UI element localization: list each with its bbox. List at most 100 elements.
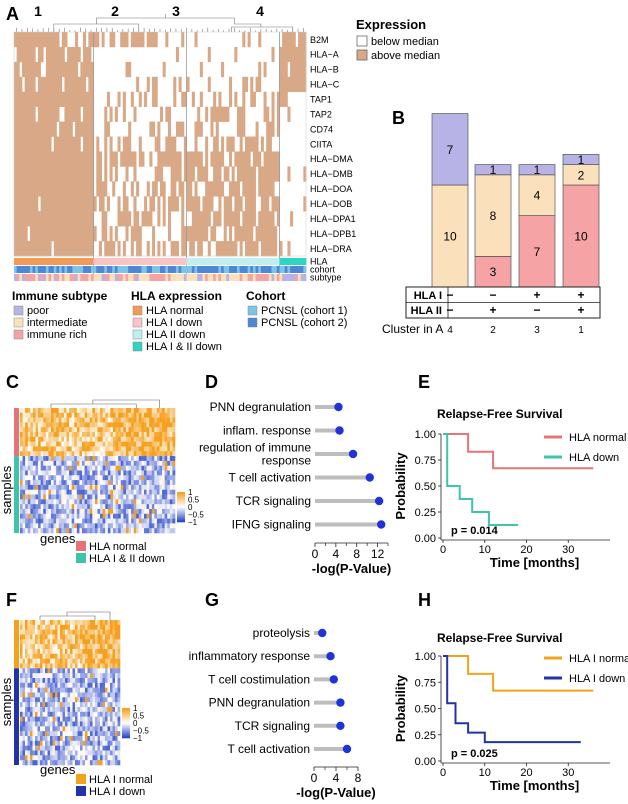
heatmap-cell	[223, 211, 227, 227]
heatmap-cell	[62, 687, 66, 693]
heatmap-cell	[162, 196, 166, 212]
annotation-cell	[51, 274, 55, 281]
heatmap-cell	[60, 697, 63, 703]
heatmap-cell	[169, 489, 173, 495]
heatmap-cell	[56, 417, 60, 423]
heatmap-cell	[45, 711, 48, 717]
heatmap-cell	[199, 151, 203, 167]
heatmap-cell	[298, 32, 302, 48]
heatmap-cell	[282, 32, 286, 48]
heatmap-cell	[141, 412, 145, 418]
heatmap-cell	[123, 436, 127, 442]
heatmap-cell	[45, 211, 49, 227]
heatmap-cell	[47, 716, 51, 722]
heatmap-cell	[97, 484, 101, 491]
heatmap-cell	[112, 731, 116, 737]
heatmap-cell	[159, 441, 163, 447]
heatmap-cell	[105, 451, 109, 457]
heatmap-cell	[144, 518, 147, 524]
heatmap-cell	[75, 673, 78, 679]
heatmap-cell	[53, 151, 57, 167]
heatmap-cell	[102, 658, 106, 664]
heatmap-cell	[146, 446, 150, 452]
heatmap-cell	[16, 61, 20, 78]
heatmap-cell	[85, 241, 89, 257]
heatmap-cell	[82, 456, 85, 462]
heatmap-cell	[247, 32, 251, 48]
heatmap-cell	[38, 480, 41, 486]
heatmap-cell	[27, 470, 31, 476]
heatmap-cell	[141, 451, 145, 457]
heatmap-cell	[20, 721, 23, 727]
heatmap-cell	[123, 484, 127, 491]
heatmap-cell	[250, 166, 254, 182]
heatmap-cell	[105, 489, 109, 495]
heatmap-cell	[35, 241, 39, 257]
heatmap-cell	[268, 241, 272, 257]
heatmap-cell	[82, 480, 85, 486]
heatmap-cell	[16, 91, 20, 107]
heatmap-cell	[76, 422, 80, 428]
heatmap-cell	[120, 460, 124, 466]
heatmap-cell	[146, 508, 150, 515]
y-tick-label: 0.00	[415, 533, 436, 545]
heatmap-cell	[175, 46, 179, 63]
heatmap-cell	[70, 740, 73, 746]
heatmap-cell	[107, 745, 111, 751]
heatmap-cell	[52, 692, 56, 698]
heatmap-cell	[123, 460, 127, 466]
heatmap-cell	[14, 106, 18, 122]
heatmap-cell	[100, 644, 103, 650]
heatmap-cell	[231, 166, 235, 182]
heatmap-cell	[133, 412, 137, 418]
annotation-cell	[178, 266, 182, 273]
heatmap-cell	[72, 181, 76, 197]
heatmap-cell	[102, 408, 106, 414]
heatmap-cell	[159, 465, 163, 471]
heatmap-cell	[20, 711, 23, 717]
heatmap-cell	[20, 456, 23, 462]
y-tick-label: 0.50	[415, 481, 436, 493]
annotation-cell	[252, 266, 256, 273]
heatmap-cell	[141, 504, 145, 510]
heatmap-cell	[159, 436, 163, 442]
heatmap-cell	[169, 427, 173, 433]
heatmap-cell	[154, 408, 158, 414]
annotation-cell	[29, 258, 33, 265]
heatmap-cell	[90, 745, 93, 751]
heatmap-cell	[40, 707, 43, 713]
heatmap-cell	[159, 484, 163, 491]
heatmap-cell	[97, 740, 101, 746]
heatmap-cell	[63, 499, 67, 505]
heatmap-cell	[67, 668, 71, 674]
heatmap-cell	[47, 755, 51, 761]
heatmap-cell	[27, 61, 31, 78]
heatmap-cell	[42, 649, 46, 655]
heatmap-cell	[85, 687, 88, 693]
heatmap-cell	[199, 91, 203, 107]
heatmap-cell	[97, 441, 101, 447]
heatmap-cell	[170, 181, 174, 197]
heatmap-cell	[27, 196, 31, 212]
heatmap-cell	[80, 755, 83, 761]
annotation-cell	[122, 258, 126, 265]
heatmap-cell	[266, 196, 270, 212]
heatmap-cell	[112, 682, 116, 688]
heatmap-cell	[159, 504, 163, 510]
heatmap-cell	[85, 731, 88, 737]
heatmap-cell	[144, 451, 147, 457]
heatmap-cell	[95, 653, 98, 659]
heatmap-cell	[82, 451, 85, 457]
heatmap-cell	[61, 446, 65, 452]
heatmap-cell	[80, 692, 83, 698]
heatmap-cell	[63, 489, 67, 495]
heatmap-cell	[242, 121, 246, 137]
heatmap-cell	[100, 716, 103, 722]
heatmap-cell	[82, 427, 85, 433]
heatmap-cell	[69, 121, 73, 137]
heatmap-cell	[271, 121, 275, 137]
heatmap-cell	[27, 711, 31, 717]
annotation-cell	[213, 266, 217, 273]
heatmap-cell	[87, 755, 91, 761]
heatmap-cell	[154, 166, 158, 182]
